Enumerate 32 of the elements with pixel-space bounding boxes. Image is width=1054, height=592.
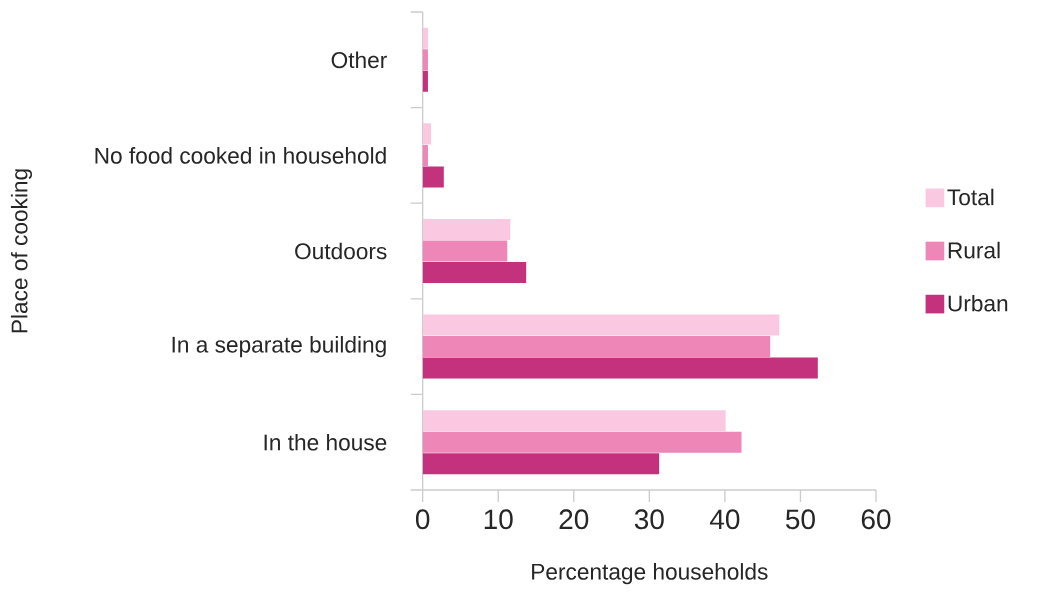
bar (422, 453, 660, 475)
bar (422, 240, 508, 262)
y-tick-label: In a separate building (172, 336, 386, 358)
bar (422, 218, 511, 241)
x-tick-label: 30 (634, 509, 664, 530)
bar (422, 27, 428, 49)
bar (422, 410, 726, 432)
x-tick-label: 60 (861, 509, 891, 530)
x-tick-label: 20 (559, 509, 589, 530)
y-tick-label: Outdoors (295, 242, 387, 260)
x-tick-label: 10 (484, 509, 513, 530)
y-tick-label: In the house (264, 433, 387, 451)
y-tick-label: Other (331, 51, 387, 69)
x-tick-label: 0 (415, 509, 430, 530)
legend-label: Total (947, 188, 994, 206)
bar (422, 314, 780, 336)
bar (422, 49, 428, 71)
bar (422, 261, 527, 284)
bar (422, 70, 428, 92)
x-tick-label: 50 (786, 509, 815, 530)
bar (422, 144, 428, 166)
legend-label: Rural (948, 241, 1000, 259)
legend-label: Urban (948, 294, 1008, 312)
y-axis-title: Place of cooking (10, 169, 33, 333)
x-axis-title: Percentage households (532, 563, 768, 585)
bar (422, 431, 742, 453)
bar (422, 336, 771, 358)
bar (422, 166, 444, 188)
bar (422, 123, 431, 145)
bar (422, 357, 818, 379)
y-tick-label: No food cooked in household (95, 147, 386, 164)
x-tick-label: 40 (709, 509, 740, 530)
